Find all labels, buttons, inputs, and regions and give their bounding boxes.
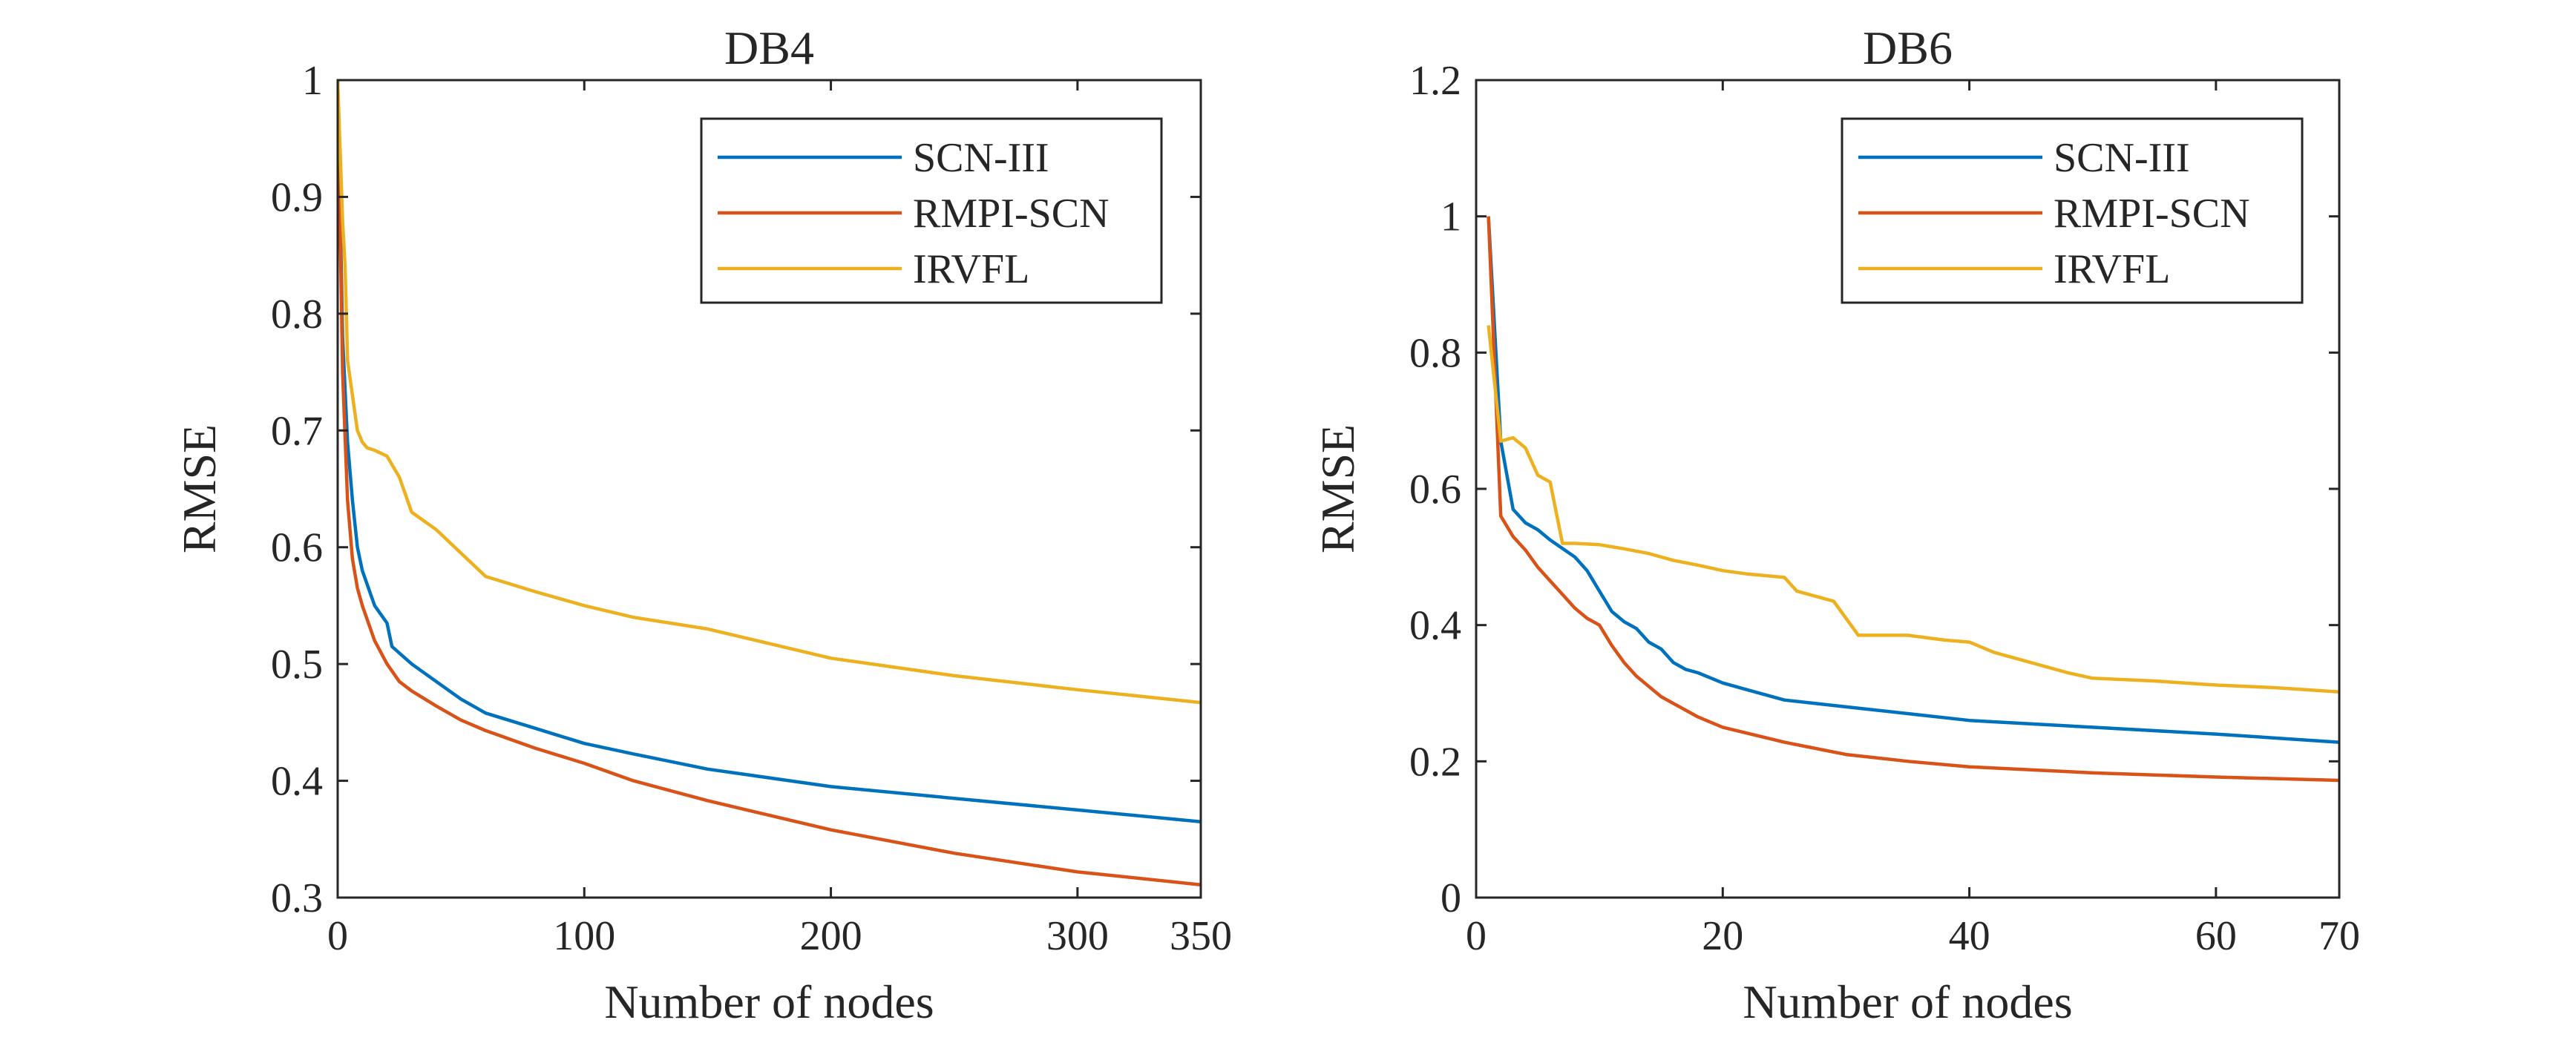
y-tick-label: 0.2 — [1409, 739, 1461, 785]
y-tick-label: 0.9 — [271, 174, 323, 220]
x-axis-label: Number of nodes — [1743, 975, 2072, 1028]
chart-0: 0 100 200 300 350 0.3 0.4 0.5 0.6 0.7 0.8 0.9 1 DB4 Nu… — [173, 22, 1232, 1028]
series-line-rmpi-scn — [1487, 216, 2339, 783]
x-tick-label: 200 — [800, 913, 862, 959]
x-tick-label: 100 — [553, 913, 615, 959]
legend: SCN-III RMPI-SCN IRVFL — [700, 117, 1163, 304]
series-line-rmpi-scn — [338, 80, 1201, 886]
y-tick-label: 0.6 — [271, 525, 323, 571]
y-tick-label: 0 — [1441, 875, 1461, 921]
y-axis-label: RMSE — [1311, 424, 1364, 553]
y-tick-label: 1 — [1441, 194, 1461, 240]
x-tick-label: 300 — [1046, 913, 1109, 959]
y-axis-label: RMSE — [173, 424, 226, 553]
legend-label: IRVFL — [913, 246, 1029, 292]
chart-title: DB4 — [724, 22, 814, 74]
legend-label: RMPI-SCN — [913, 191, 1110, 237]
legend-box — [700, 117, 1163, 304]
series-line-scn-iii — [1487, 216, 2339, 744]
y-tick-label: 0.6 — [1409, 467, 1461, 513]
series-line-scn-iii — [338, 80, 1201, 823]
legend: SCN-III RMPI-SCN IRVFL — [1841, 117, 2304, 304]
x-tick-label: 60 — [2195, 913, 2237, 959]
x-tick-label: 70 — [2318, 913, 2360, 959]
y-tick-label: 0.4 — [271, 759, 323, 805]
legend-label: SCN-III — [913, 135, 1049, 181]
legend-label: SCN-III — [2054, 135, 2190, 181]
x-tick-label: 0 — [327, 913, 348, 959]
y-tick-label: 0.3 — [271, 875, 323, 921]
series-line-irvfl — [1487, 325, 2339, 694]
y-tick-label: 0.8 — [271, 292, 323, 338]
y-tick-label: 0.5 — [271, 642, 323, 688]
chart-1: 0 20 40 60 70 0 0.2 0.4 0.6 0.8 1 1.2 DB6 Number of n… — [1311, 22, 2360, 1028]
chart-title: DB6 — [1863, 22, 1953, 74]
legend-label: RMPI-SCN — [2054, 191, 2250, 237]
x-axis-label: Number of nodes — [604, 975, 934, 1028]
legend-box — [1841, 117, 2304, 304]
y-tick-label: 1.2 — [1409, 58, 1461, 104]
y-tick-label: 0.4 — [1409, 603, 1461, 649]
x-tick-label: 0 — [1466, 913, 1487, 959]
x-tick-label: 350 — [1170, 913, 1232, 959]
legend-label: IRVFL — [2054, 246, 2170, 292]
y-tick-label: 1 — [302, 58, 323, 104]
y-tick-label: 0.8 — [1409, 330, 1461, 376]
axes-frame — [1475, 79, 2341, 899]
x-tick-label: 40 — [1949, 913, 1990, 959]
x-tick-label: 20 — [1702, 913, 1743, 959]
series-line-irvfl — [338, 80, 1201, 705]
axes-frame — [336, 79, 1202, 899]
y-tick-label: 0.7 — [271, 408, 323, 454]
